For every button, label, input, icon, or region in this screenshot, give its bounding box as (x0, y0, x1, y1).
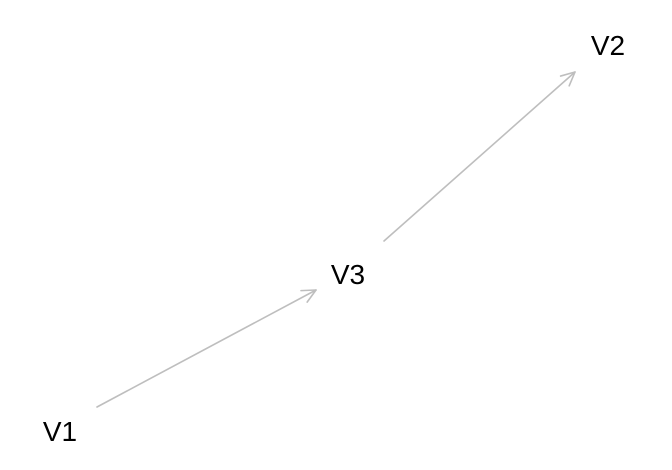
edge-line (383, 71, 576, 242)
nodes: V1 V2 V3 (43, 30, 625, 447)
arrowhead-icon (300, 289, 317, 303)
node-label-v1: V1 (43, 416, 77, 447)
edges (96, 71, 576, 408)
arrowhead-icon (559, 71, 576, 87)
edge-v3-v2 (383, 71, 576, 242)
node-label-v2: V2 (591, 30, 625, 61)
edge-line (96, 289, 317, 408)
edge-v1-v3 (96, 289, 317, 408)
node-label-v3: V3 (331, 259, 365, 290)
